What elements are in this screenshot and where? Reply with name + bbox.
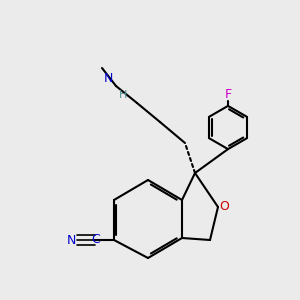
Text: C: C <box>91 233 100 246</box>
Text: N: N <box>104 71 114 85</box>
Text: F: F <box>224 88 232 101</box>
Text: H: H <box>119 90 128 100</box>
Text: O: O <box>220 200 230 214</box>
Text: N: N <box>67 233 76 247</box>
